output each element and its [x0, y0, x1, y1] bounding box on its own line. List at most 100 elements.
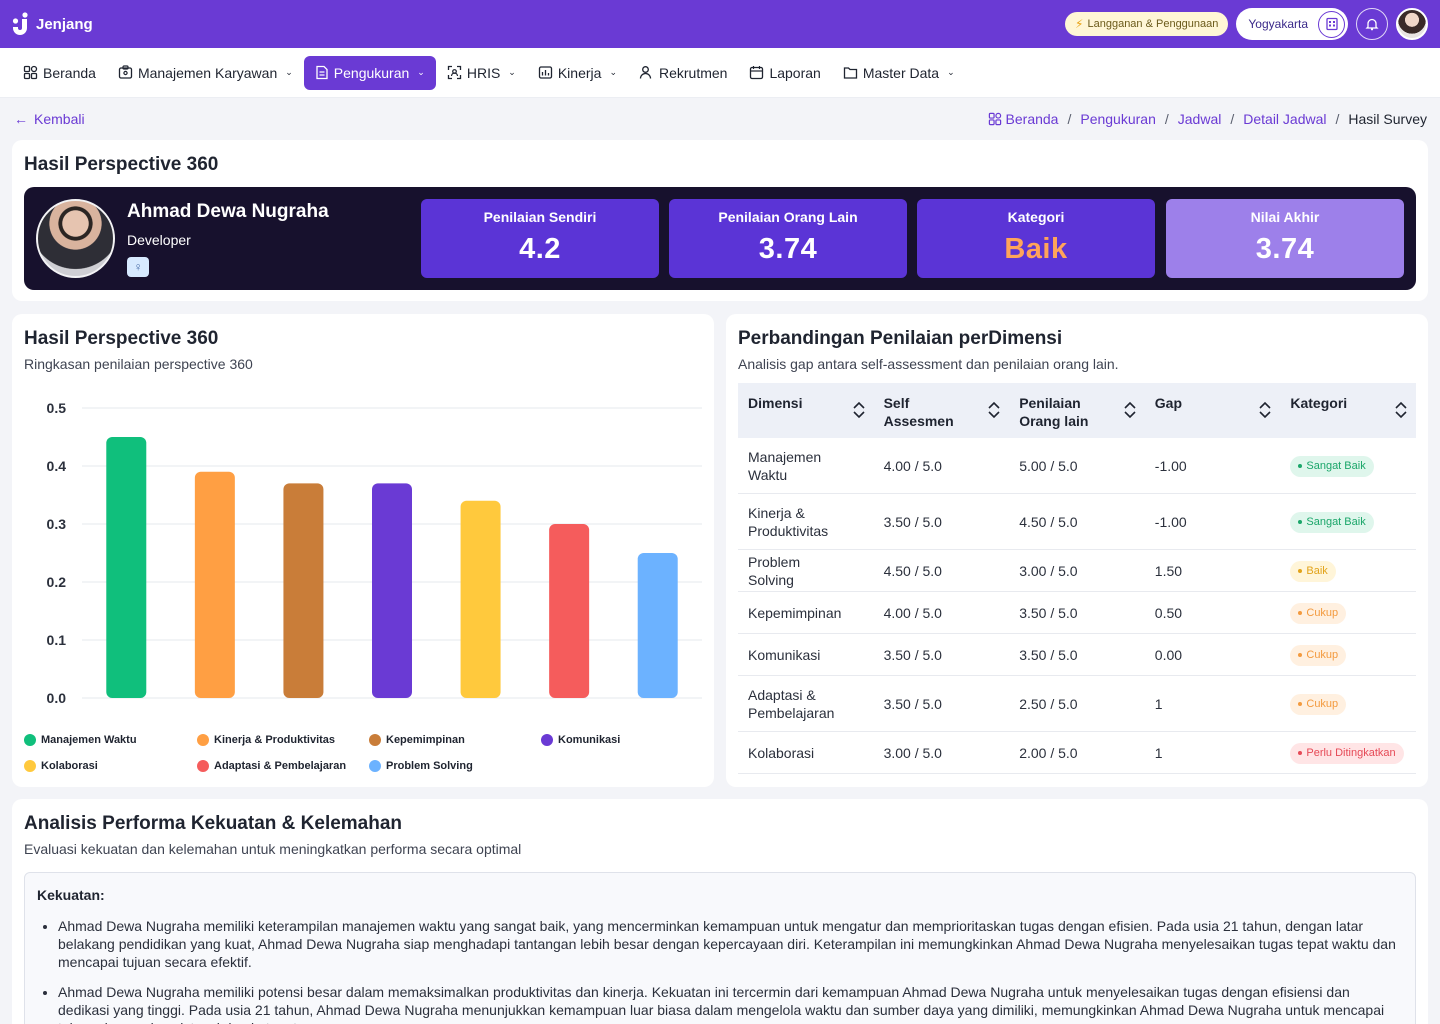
nav-item-beranda[interactable]: Beranda	[12, 56, 107, 90]
chart-card-title: Hasil Perspective 360	[24, 328, 219, 349]
legend-item[interactable]: Kinerja & Produktivitas	[197, 734, 335, 746]
table-row[interactable]: Kepemimpinan 4.00 / 5.0 3.50 / 5.0 0.50 Cuku…	[738, 592, 1416, 634]
cell-other: 3.00 / 5.0	[1019, 562, 1078, 579]
bar-manajemen-waktu[interactable]	[106, 437, 147, 698]
column-header-label: Gap	[1154, 395, 1183, 411]
legend-item[interactable]: Kolaborasi	[24, 760, 98, 772]
legend-item[interactable]: Manajemen Waktu	[24, 734, 137, 746]
grid-icon	[23, 65, 38, 80]
back-link[interactable]: ← Kembali	[14, 111, 85, 127]
y-tick-label: 0.5	[47, 400, 67, 416]
legend-item[interactable]: Komunikasi	[541, 734, 620, 746]
cell-other: 2.50 / 5.0	[1019, 695, 1078, 712]
legend-label: Kepemimpinan	[386, 734, 465, 746]
table-header: Dimensi Self Assesmen Penilaian Orang lain…	[738, 383, 1416, 438]
legend-label: Kolaborasi	[41, 760, 98, 772]
score-label: Kategori	[1007, 209, 1065, 225]
bar-problem-solving[interactable]	[637, 553, 678, 698]
cell-kategori: Perlu Ditingkatkan	[1280, 741, 1416, 764]
cell-other: 4.50 / 5.0	[1019, 513, 1078, 530]
sort-icon[interactable]	[1394, 400, 1408, 420]
column-header[interactable]: Dimensi	[738, 383, 874, 438]
cell-other: 5.00 / 5.0	[1019, 457, 1078, 474]
compare-title: Perbandingan Penilaian perDimensi	[738, 328, 1063, 349]
grid-icon	[988, 112, 1001, 126]
bar-kolaborasi[interactable]	[460, 500, 501, 698]
table-row[interactable]: Komunikasi 3.50 / 5.0 3.50 / 5.0 0.00 Cukup	[738, 634, 1416, 676]
chart-icon	[538, 66, 552, 79]
nav-item-laporan[interactable]: Laporan	[738, 56, 831, 90]
chart-card-subtitle: Ringkasan penilaian perspective 360	[24, 356, 253, 372]
table-row[interactable]: Problem Solving 4.50 / 5.0 3.00 / 5.0 1.50 B…	[738, 550, 1416, 592]
y-tick-label: 0.4	[47, 458, 67, 474]
strengths-label: Kekuatan:	[37, 887, 105, 903]
nav-item-rekrutmen[interactable]: Rekrutmen	[628, 56, 738, 90]
sort-icon[interactable]	[1123, 400, 1137, 420]
breadcrumb-detail-jadwal[interactable]: Detail Jadwal	[1243, 111, 1327, 127]
bar-kepemimpinan[interactable]	[283, 483, 324, 698]
breadcrumb-home[interactable]: Beranda	[988, 111, 1058, 127]
sort-icon[interactable]	[852, 400, 866, 420]
building-icon[interactable]	[1318, 10, 1345, 38]
column-header-label: Dimensi	[748, 395, 803, 411]
sort-icon[interactable]	[987, 400, 1001, 420]
table-row[interactable]: Kolaborasi 3.00 / 5.0 2.00 / 5.0 1 Perlu Dit…	[738, 732, 1416, 774]
cell-gap: -1.00	[1154, 513, 1187, 530]
chevron-down-icon: ⌄	[947, 67, 955, 77]
legend-label: Kinerja & Produktivitas	[214, 734, 336, 746]
bar-adaptasi-pembelajaran[interactable]	[549, 524, 590, 698]
back-label: Kembali	[34, 111, 85, 127]
cell-other: 3.50 / 5.0	[1019, 646, 1078, 663]
score-category: Kategori Baik	[917, 199, 1155, 278]
nav-item-hris[interactable]: HRIS ⌄	[436, 56, 527, 90]
nav-item-pengukuran[interactable]: Pengukuran ⌄	[303, 55, 436, 90]
chevron-down-icon: ⌄	[285, 67, 293, 77]
app-logo[interactable]: Jenjang	[12, 12, 93, 36]
list-item: Ahmad Dewa Nugraha memiliki potensi besa…	[58, 983, 1403, 1024]
column-header[interactable]: Penilaian Orang lain	[1009, 383, 1145, 438]
table-row[interactable]: Manajemen Waktu 4.00 / 5.0 5.00 / 5.0 -1.00…	[738, 438, 1416, 494]
legend-item[interactable]: Kepemimpinan	[369, 734, 465, 746]
cell-gap: 0.00	[1154, 646, 1183, 663]
nav-item-manajemen-karyawan[interactable]: Manajemen Karyawan ⌄	[107, 56, 304, 90]
nav-label: Manajemen Karyawan	[137, 64, 278, 81]
cell-other: 2.00 / 5.0	[1019, 744, 1078, 761]
bell-icon[interactable]	[1356, 8, 1388, 40]
chevron-down-icon: ⌄	[508, 67, 516, 77]
nav-label: Beranda	[43, 64, 96, 81]
cell-kategori: Baik	[1280, 559, 1416, 582]
bar-komunikasi[interactable]	[372, 483, 412, 698]
strengths-list: Ahmad Dewa Nugraha memiliki keterampilan…	[37, 917, 1403, 1024]
nav-item-master-data[interactable]: Master Data ⌄	[832, 56, 966, 90]
score-value: Baik	[1004, 233, 1068, 265]
column-header[interactable]: Kategori	[1280, 383, 1416, 438]
compare-subtitle: Analisis gap antara self-assessment dan …	[738, 356, 1119, 372]
location-selector[interactable]: Yogyakarta	[1236, 8, 1348, 40]
cell-self: 3.00 / 5.0	[883, 744, 942, 761]
column-header[interactable]: Self Assesmen	[874, 383, 1010, 438]
breadcrumb-jadwal[interactable]: Jadwal	[1177, 111, 1222, 127]
user-avatar[interactable]	[1396, 8, 1428, 40]
bar-kinerja-produktivitas[interactable]	[194, 471, 235, 698]
breadcrumb-pengukuran[interactable]: Pengukuran	[1080, 111, 1156, 127]
breadcrumb-separator: /	[1164, 111, 1169, 127]
subscription-label: Langganan & Penggunaan	[1087, 18, 1219, 30]
nav-item-kinerja[interactable]: Kinerja ⌄	[527, 56, 628, 90]
sort-icon[interactable]	[1258, 400, 1272, 420]
legend-item[interactable]: Problem Solving	[369, 760, 473, 772]
table-row[interactable]: Kinerja & Produktivitas 3.50 / 5.0 4.50 / …	[738, 494, 1416, 550]
cell-kategori: Sangat Baik	[1280, 454, 1416, 477]
legend-swatch	[197, 760, 209, 772]
legend-swatch	[541, 734, 553, 746]
table-row[interactable]: Adaptasi & Pembelajaran 3.50 / 5.0 2.50 / …	[738, 676, 1416, 732]
cell-self: 4.00 / 5.0	[883, 457, 942, 474]
cell-self: 4.00 / 5.0	[883, 604, 942, 621]
cell-self: 4.50 / 5.0	[883, 562, 942, 579]
column-header[interactable]: Gap	[1145, 383, 1281, 438]
legend-item[interactable]: Adaptasi & Pembelajaran	[197, 760, 346, 772]
breadcrumb-separator: /	[1335, 111, 1340, 127]
status-badge: Cukup	[1290, 693, 1347, 715]
chart-card: Hasil Perspective 360 Ringkasan penilaia…	[12, 314, 714, 787]
subscription-button[interactable]: ⚡ Langganan & Penggunaan	[1065, 12, 1229, 36]
score-others: Penilaian Orang Lain 3.74	[669, 199, 907, 278]
